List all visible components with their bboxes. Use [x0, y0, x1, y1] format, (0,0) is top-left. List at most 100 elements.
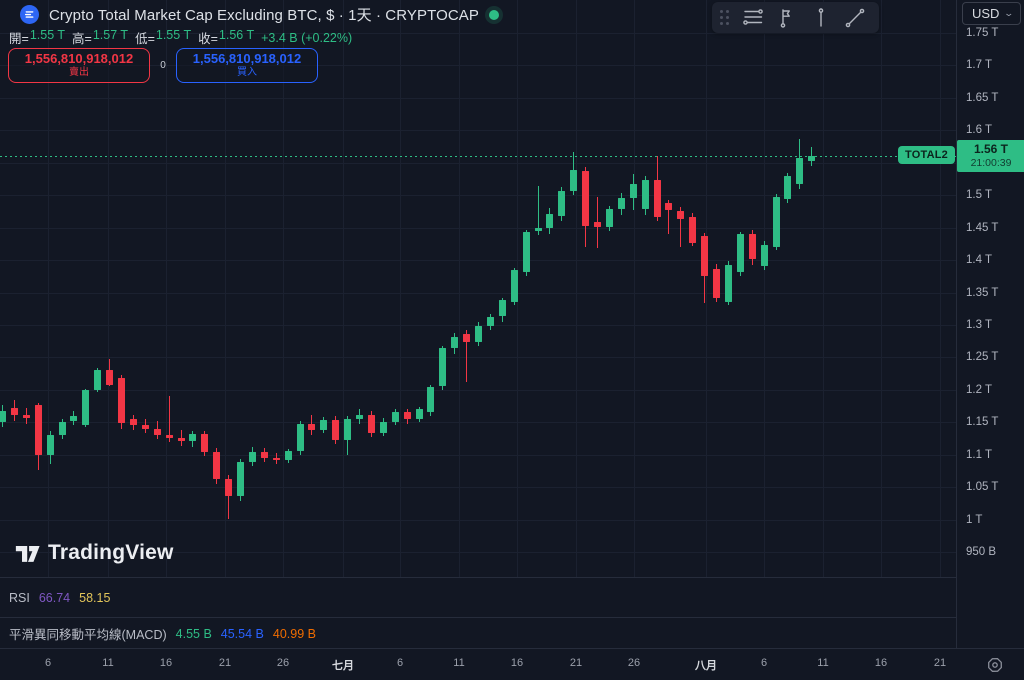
ohlc-values-row: 開= 1.55 T 高= 1.57 T 低= 1.55 T 收= 1.56 T +3.4… [9, 28, 352, 47]
time-axis-label: 八月 [695, 660, 717, 672]
time-axis-label: 16 [510, 657, 524, 669]
gridline-vertical [166, 0, 167, 577]
rsi-title[interactable]: RSI [9, 591, 30, 605]
candle-body [653, 179, 661, 217]
candle-body [475, 325, 482, 343]
time-axis-label: 11 [453, 657, 465, 669]
candle-body [558, 190, 566, 217]
price-axis-label: 1.75 T [966, 27, 999, 39]
candle-body [106, 369, 114, 385]
market-status-dot-icon[interactable] [489, 9, 500, 20]
candle-body [724, 264, 732, 302]
price-axis-label: 1.45 T [966, 221, 999, 234]
candle-body [118, 377, 125, 423]
flag-mark-tool-icon[interactable] [773, 5, 801, 31]
gridline-vertical [706, 0, 707, 577]
bar-countdown: 21:00:39 [970, 157, 1012, 170]
candle-body [617, 197, 625, 209]
spread-value: 0 [160, 60, 166, 71]
macd-pane[interactable]: 平滑異同移動平均線(MACD) 4.55 B 45.54 B 40.99 B [0, 617, 1024, 648]
horizontal-lines-tool-icon[interactable] [739, 5, 767, 31]
price-axis-label: 1.65 T [966, 91, 999, 104]
floating-drawing-toolbar [712, 2, 879, 33]
open-value: 1.55 T [29, 28, 66, 42]
candle-body [677, 211, 685, 220]
time-axis[interactable]: 6 11 16 21 26 七月 6 11 16 21 26 八月 6 11 16 21 [0, 648, 1024, 680]
candle-body [736, 234, 744, 272]
time-axis-label: 21 [218, 657, 232, 669]
macd-histogram-value: 4.55 B [175, 626, 212, 641]
main-chart-pane[interactable]: TOTAL2 Crypto Total Market Cap Excluding… [0, 0, 1024, 577]
vertical-line-tool-icon[interactable] [807, 5, 835, 31]
buy-button[interactable]: 1,556,810,918,012 買入 [176, 48, 318, 83]
candle-body [237, 461, 244, 497]
candle-body [570, 169, 578, 191]
candle-body [415, 408, 423, 419]
rsi-pane[interactable]: RSI 66.74 58.15 [0, 577, 1024, 617]
time-axis-label: 6 [760, 657, 768, 669]
candle-body [463, 334, 471, 343]
high-label: 高= [72, 32, 92, 46]
gridline-horizontal [0, 260, 956, 262]
candle-body [177, 437, 185, 441]
gridline-horizontal [0, 97, 956, 99]
candle-body [284, 451, 292, 460]
candle-body [141, 424, 149, 429]
candle-wick [228, 474, 230, 519]
gridline-horizontal [0, 389, 956, 391]
currency-selector[interactable]: USD ⌄ [962, 2, 1021, 25]
candle-body [629, 183, 637, 198]
gridline-vertical [108, 0, 109, 577]
high-value: 1.57 T [92, 28, 129, 42]
current-price-line [0, 156, 956, 158]
price-axis-label: 1 T [966, 513, 983, 526]
candle-body [784, 176, 792, 200]
chevron-down-icon: ⌄ [1003, 8, 1015, 18]
time-axis-label: 6 [396, 657, 404, 669]
toolbar-drag-handle-icon[interactable] [720, 10, 729, 25]
sell-button[interactable]: 1,556,810,918,012 賣出 [8, 48, 150, 83]
tradingview-watermark: TradingView [14, 541, 174, 565]
candle-body [332, 420, 340, 441]
candle-body [367, 414, 375, 433]
gridline-horizontal [0, 195, 956, 197]
low-label: 低= [135, 32, 155, 46]
candle-body [356, 414, 363, 419]
candle-body [201, 433, 209, 453]
last-price-axis-label: 1.56 T 21:00:39 [957, 140, 1024, 173]
symbol-title[interactable]: Crypto Total Market Cap Excluding BTC, $… [49, 7, 480, 24]
candle-body [522, 231, 530, 272]
candle-wick [168, 396, 170, 442]
price-axis-label: 1.5 T [966, 189, 992, 202]
candle-body [248, 452, 256, 462]
open-label: 開= [9, 32, 29, 46]
candle-body [498, 299, 506, 317]
gridline-horizontal [0, 33, 956, 34]
candle-body [94, 369, 102, 390]
low-value: 1.55 T [155, 28, 192, 42]
candle-body [296, 424, 304, 452]
candle-wick [537, 186, 539, 236]
macd-signal-value: 40.99 B [272, 626, 316, 641]
tradingview-logo-icon [15, 545, 40, 562]
candle-body [0, 410, 6, 423]
time-axis-label: 26 [276, 657, 290, 669]
price-axis-label: 1.35 T [966, 286, 999, 299]
axis-settings-icon[interactable] [986, 656, 1004, 674]
candle-body [748, 234, 756, 260]
candle-wick [680, 206, 682, 248]
candle-body [796, 157, 804, 185]
trend-line-tool-icon[interactable] [841, 5, 869, 31]
price-axis-label: 1.2 T [966, 383, 992, 396]
cryptocap-logo-icon [20, 5, 39, 24]
time-axis-label: 11 [102, 657, 114, 669]
price-axis[interactable]: 1.56 T 21:00:39 1.75 T 1.7 T 1.65 T 1.6 T 1.… [956, 0, 1024, 648]
gridline-vertical [764, 0, 765, 577]
candle-body [713, 269, 720, 298]
candle-body [10, 408, 18, 415]
time-axis-label: 6 [44, 657, 52, 669]
macd-title[interactable]: 平滑異同移動平均線(MACD) [9, 628, 167, 642]
gridline-vertical [634, 0, 635, 577]
candle-body [22, 414, 30, 419]
